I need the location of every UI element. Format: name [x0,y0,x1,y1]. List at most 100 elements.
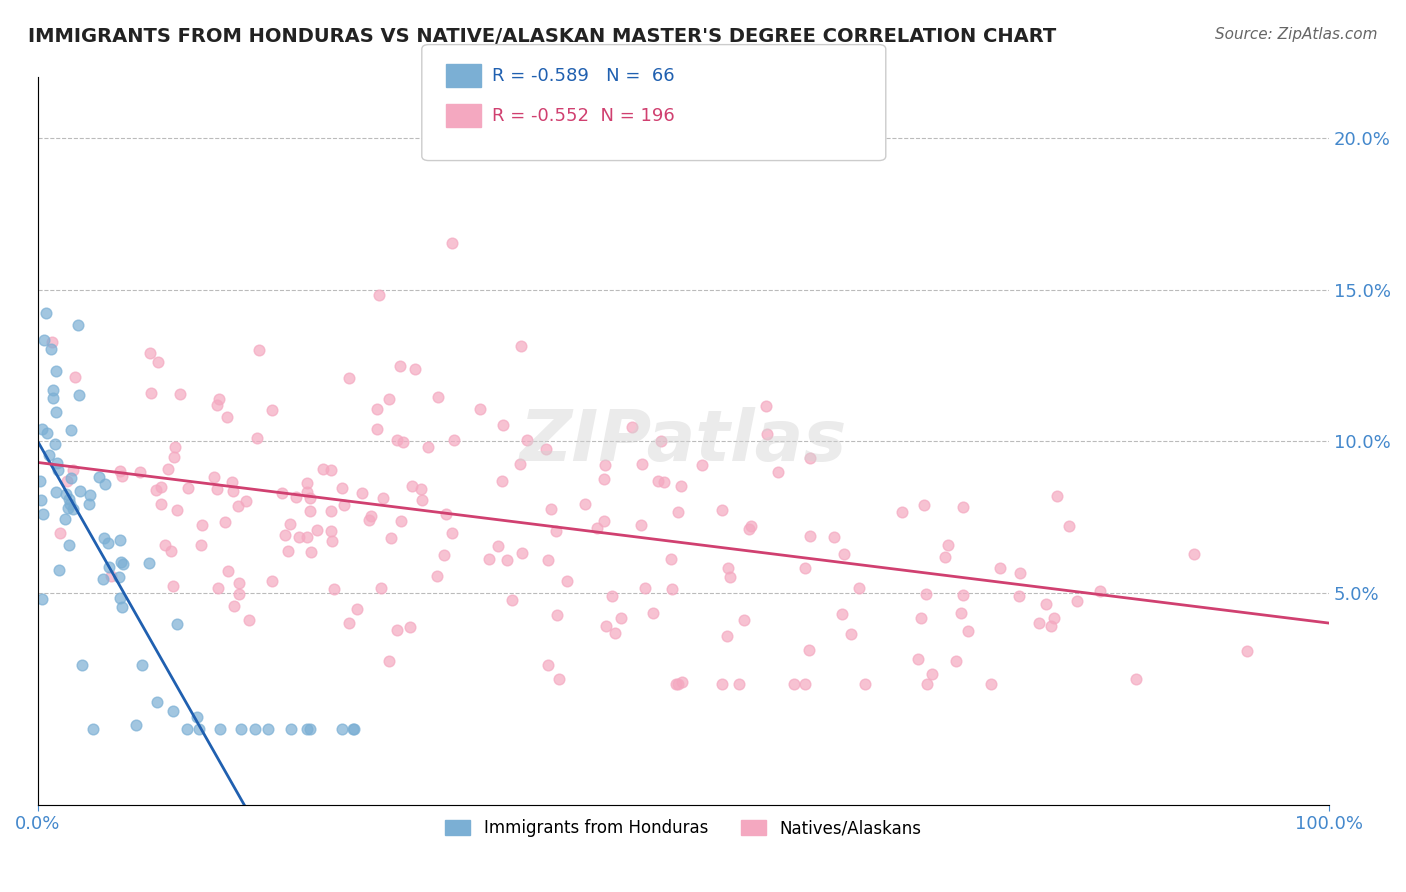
Point [145,695,167,709]
Point [478,551,501,566]
Point [387,434,409,448]
Point [332,723,354,737]
Point [346,602,368,616]
Text: IMMIGRANTS FROM HONDURAS VS NATIVE/ALASKAN MASTER'S DEGREE CORRELATION CHART: IMMIGRANTS FROM HONDURAS VS NATIVE/ALASK… [28,27,1056,45]
Point [217,409,239,424]
Point [343,723,366,737]
Point [910,610,932,624]
Point [322,582,344,596]
Point [226,499,249,513]
Point [307,523,329,537]
Point [177,481,200,495]
Point [97,536,120,550]
Point [848,582,870,596]
Point [727,677,749,691]
Point [934,550,956,565]
Point [1028,616,1050,631]
Point [221,475,243,490]
Point [1125,672,1147,686]
Point [891,505,914,519]
Point [176,723,198,737]
Point [46,456,69,470]
Point [339,370,361,384]
Point [319,463,342,477]
Point [270,485,292,500]
Point [155,538,177,552]
Point [63,369,86,384]
Point [228,576,250,591]
Point [30,493,52,508]
Legend: Immigrants from Honduras, Natives/Alaskans: Immigrants from Honduras, Natives/Alaska… [439,813,928,844]
Point [35,306,58,320]
Text: Source: ZipAtlas.com: Source: ZipAtlas.com [1215,27,1378,42]
Point [389,359,412,374]
Point [319,503,342,517]
Point [440,236,463,251]
Point [631,457,654,471]
Point [823,529,845,543]
Point [163,450,186,464]
Point [42,391,65,405]
Point [62,502,84,516]
Point [547,673,569,687]
Point [495,553,517,567]
Point [39,342,62,356]
Point [434,507,457,521]
Point [546,608,568,623]
Point [443,434,465,448]
Point [544,524,567,539]
Point [208,723,231,737]
Point [718,570,741,584]
Point [1057,519,1080,533]
Point [169,387,191,401]
Point [32,333,55,347]
Point [165,441,187,455]
Point [98,559,121,574]
Point [799,451,821,466]
Point [111,468,134,483]
Point [66,318,89,332]
Point [228,586,250,600]
Point [921,666,943,681]
Point [138,556,160,570]
Point [794,677,817,691]
Point [357,513,380,527]
Point [110,555,132,569]
Point [247,343,270,357]
Point [426,390,449,404]
Point [1040,619,1063,633]
Point [1043,611,1066,625]
Point [332,498,354,512]
Point [832,547,855,561]
Point [125,718,148,732]
Point [295,723,318,737]
Point [717,561,740,575]
Point [49,525,72,540]
Point [740,519,762,533]
Point [738,522,761,536]
Point [166,503,188,517]
Point [108,464,131,478]
Point [368,288,391,302]
Point [516,433,538,447]
Point [191,517,214,532]
Point [69,484,91,499]
Point [756,426,779,441]
Point [28,474,51,488]
Point [190,538,212,552]
Point [537,553,560,567]
Point [70,657,93,672]
Point [246,431,269,445]
Point [605,625,627,640]
Point [418,440,440,454]
Point [202,470,225,484]
Point [59,423,82,437]
Point [671,479,693,493]
Point [299,545,322,559]
Point [337,615,360,630]
Point [492,418,515,433]
Point [31,422,53,436]
Point [945,654,967,668]
Point [1046,489,1069,503]
Point [243,723,266,737]
